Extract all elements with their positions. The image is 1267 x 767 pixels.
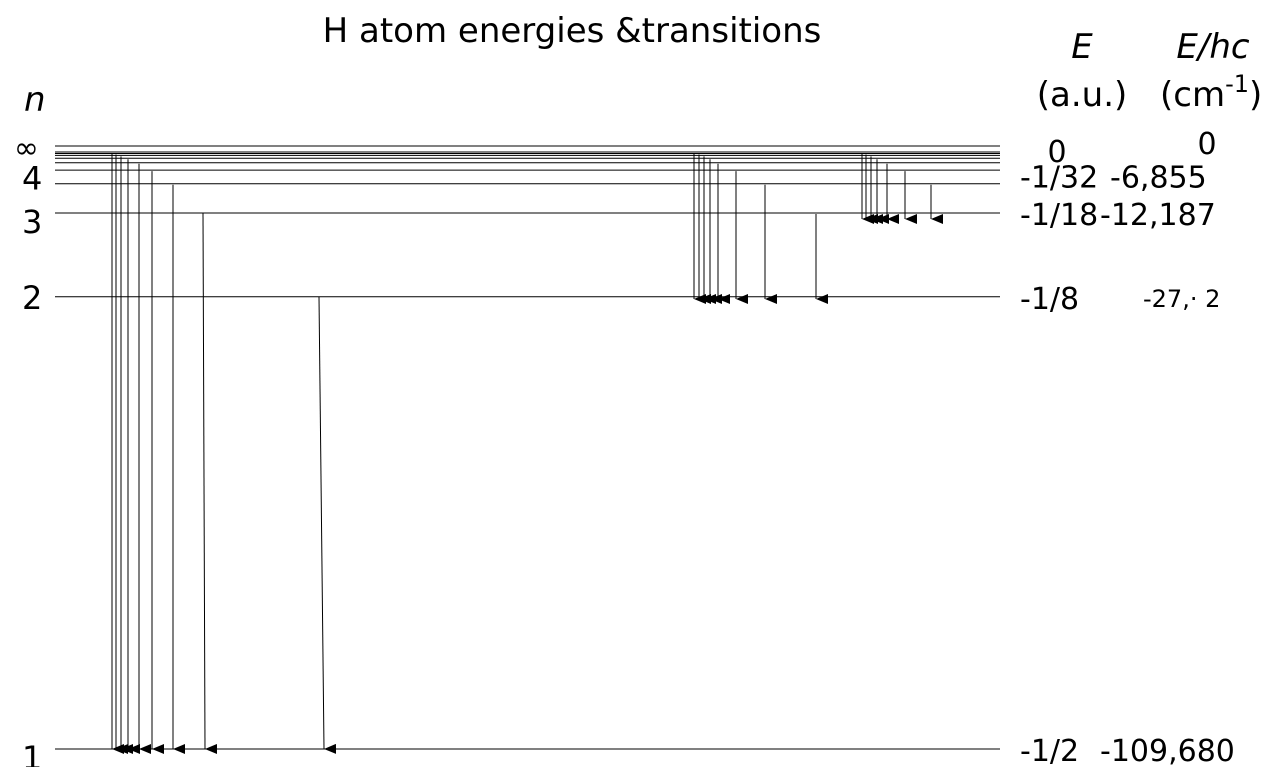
energy-wavenumber-header: E/hc xyxy=(1176,27,1249,67)
level-labels: 1 -1/2 -109,680 2 -1/8 -27,· 2 3 -1/18 -12,187 4 -… xyxy=(14,127,1235,767)
quantum-number-header: n xyxy=(24,80,46,120)
energy-au-value: -1/8 xyxy=(1020,282,1079,317)
transition-arrow xyxy=(202,212,218,754)
transitions xyxy=(111,153,943,754)
energy-au-value: 0 xyxy=(1047,135,1066,170)
energy-wavenumber-value: -6,855 xyxy=(1110,161,1207,196)
energy-au-units: (a.u.) xyxy=(1037,75,1128,115)
quantum-number-label: ∞ xyxy=(14,131,39,166)
energy-au-value: -1/2 xyxy=(1020,734,1079,767)
energy-wavenumber-value: -27,· 2 xyxy=(1143,285,1220,313)
energy-wavenumber-value: 0 xyxy=(1197,127,1216,162)
energy-wavenumber-value: -109,680 xyxy=(1100,734,1235,767)
energy-au-header: E xyxy=(1071,27,1093,67)
diagram-title: H atom energies &transitions xyxy=(323,11,822,51)
quantum-number-label: 4 xyxy=(22,160,42,198)
energy-au-value: -1/32 xyxy=(1020,161,1098,196)
quantum-number-label: 3 xyxy=(22,203,42,241)
quantum-number-label: 2 xyxy=(22,279,42,317)
quantum-number-label: 1 xyxy=(22,739,42,767)
energy-wavenumber-units: (cm-1) xyxy=(1160,70,1262,115)
transition-arrow xyxy=(318,296,337,754)
energy-levels xyxy=(55,145,1000,750)
energy-au-value: -1/18 xyxy=(1020,198,1098,233)
energy-wavenumber-value: -12,187 xyxy=(1100,198,1216,233)
